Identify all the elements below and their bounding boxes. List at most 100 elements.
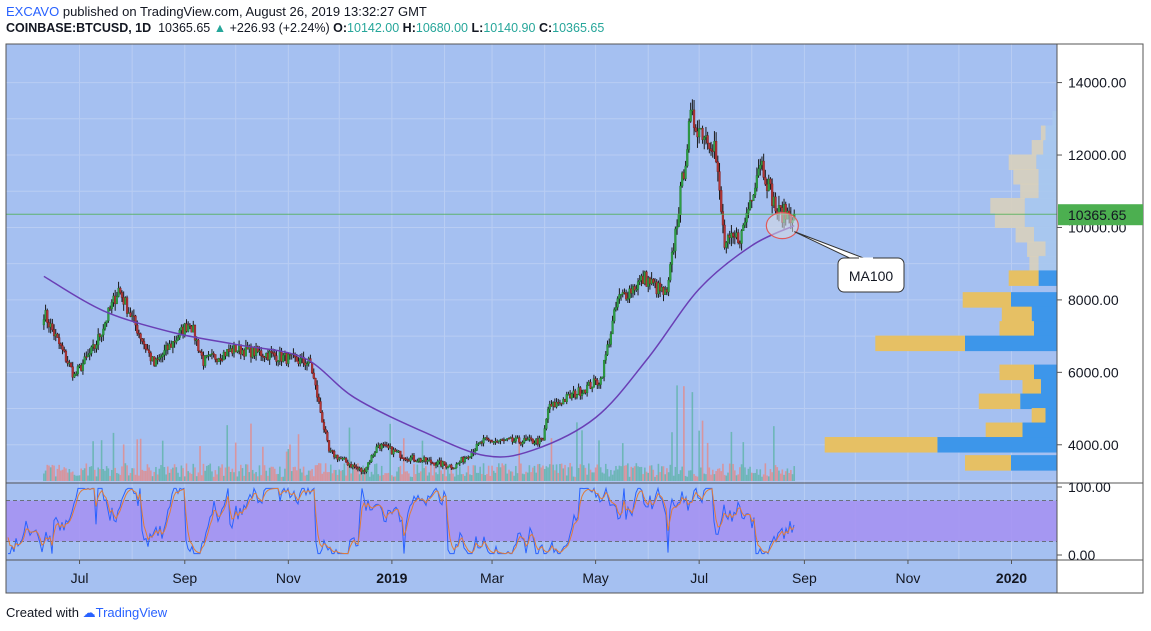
volume-bar: [350, 473, 352, 481]
volume-bar: [192, 463, 195, 481]
volume-bar: [728, 463, 731, 481]
vp-up-bar: [1024, 212, 1057, 228]
ma100-callout[interactable]: MA100: [765, 212, 905, 293]
volume-bar: [190, 473, 193, 481]
candle-body: [504, 439, 507, 441]
volume-bar: [396, 471, 398, 481]
volume-bar: [369, 476, 371, 481]
volume-bar: [236, 476, 239, 481]
author-link[interactable]: EXCAVO: [6, 4, 60, 19]
volume-bar: [649, 465, 651, 481]
candle-body: [120, 292, 124, 298]
candle-body: [83, 356, 86, 364]
candle-body: [636, 281, 640, 290]
volume-bar: [282, 476, 285, 481]
volume-bar: [676, 385, 678, 481]
volume-bar: [693, 474, 695, 481]
volume-bar: [725, 475, 728, 481]
vp-up-bar: [1034, 226, 1057, 243]
volume-bar: [121, 466, 123, 481]
volume-bar: [240, 464, 242, 481]
candle-body: [570, 393, 573, 399]
open-label: O:: [333, 21, 348, 35]
candle-body: [75, 373, 78, 376]
volume-bar: [555, 464, 558, 481]
volume-bar: [718, 468, 721, 481]
vp-up-bar: [1011, 292, 1057, 308]
volume-bar: [355, 468, 358, 481]
volume-bar: [720, 471, 723, 481]
volume-bar: [452, 473, 454, 481]
time-tick-label: 2020: [996, 570, 1027, 586]
candle-body: [757, 168, 760, 176]
price-tick-label: 4000.00: [1068, 437, 1119, 453]
candle-body: [667, 279, 670, 293]
volume-bar: [335, 470, 337, 481]
volume-bar: [586, 474, 588, 481]
candle-body: [669, 264, 672, 281]
candle-body: [774, 196, 777, 212]
candle-body: [372, 455, 375, 457]
candle-body: [406, 459, 409, 461]
volume-bar: [136, 439, 139, 481]
candle-body: [538, 437, 541, 445]
candle-body: [764, 177, 767, 185]
close-label: C:: [538, 21, 553, 35]
price-tick-label: 14000.00: [1068, 75, 1127, 91]
volume-bar: [251, 469, 254, 481]
volume-bar: [487, 465, 490, 481]
candle-body: [679, 185, 682, 215]
volume-bar: [182, 468, 184, 481]
candle-body: [592, 378, 596, 388]
candle-body: [212, 353, 215, 355]
vp-up-bar: [937, 437, 1057, 453]
high-label: H:: [402, 21, 416, 35]
candle-body: [526, 439, 529, 441]
volume-bar: [275, 474, 278, 481]
candle-body: [209, 354, 212, 356]
volume-bar: [581, 430, 583, 481]
volume-bar: [579, 464, 582, 481]
candle-body: [380, 444, 383, 449]
candle-body: [344, 457, 348, 463]
tradingview-logo-icon[interactable]: ☁: [82, 605, 96, 620]
volume-bar: [95, 476, 98, 481]
candle-body: [176, 337, 180, 341]
volume-bar: [207, 465, 210, 481]
volume-bar: [387, 472, 390, 481]
volume-bar: [589, 469, 592, 481]
candle-body: [412, 455, 416, 461]
candle-body: [316, 384, 319, 398]
volume-bar: [58, 464, 60, 481]
candle-body: [718, 171, 721, 191]
candle-body: [429, 459, 433, 463]
volume-bar: [477, 472, 480, 481]
volume-bar: [153, 471, 156, 481]
candle-body: [270, 351, 273, 353]
candle-body: [548, 404, 551, 410]
candle-body: [771, 183, 774, 206]
candle-body: [443, 461, 446, 465]
volume-bar: [584, 467, 587, 481]
tradingview-brand[interactable]: TradingView: [95, 605, 168, 620]
volume-bar: [158, 468, 161, 481]
candle-body: [236, 350, 239, 353]
volume-bar: [560, 463, 563, 481]
candle-body: [485, 437, 489, 440]
volume-bar: [195, 476, 198, 481]
candle-body: [596, 380, 599, 386]
vp-up-bar: [1038, 255, 1057, 272]
candle-body: [589, 381, 592, 389]
vp-up-bar: [1052, 111, 1057, 127]
volume-bar: [472, 465, 475, 481]
volume-bar: [419, 471, 422, 481]
candle-body: [360, 468, 363, 472]
volume-bar: [110, 469, 113, 481]
candle-body: [611, 320, 614, 335]
vp-up-bar: [1038, 270, 1057, 286]
created-with-label: Created with: [6, 605, 79, 620]
candle-body: [105, 320, 108, 324]
volume-bar: [68, 469, 71, 481]
candle-body: [614, 306, 618, 310]
